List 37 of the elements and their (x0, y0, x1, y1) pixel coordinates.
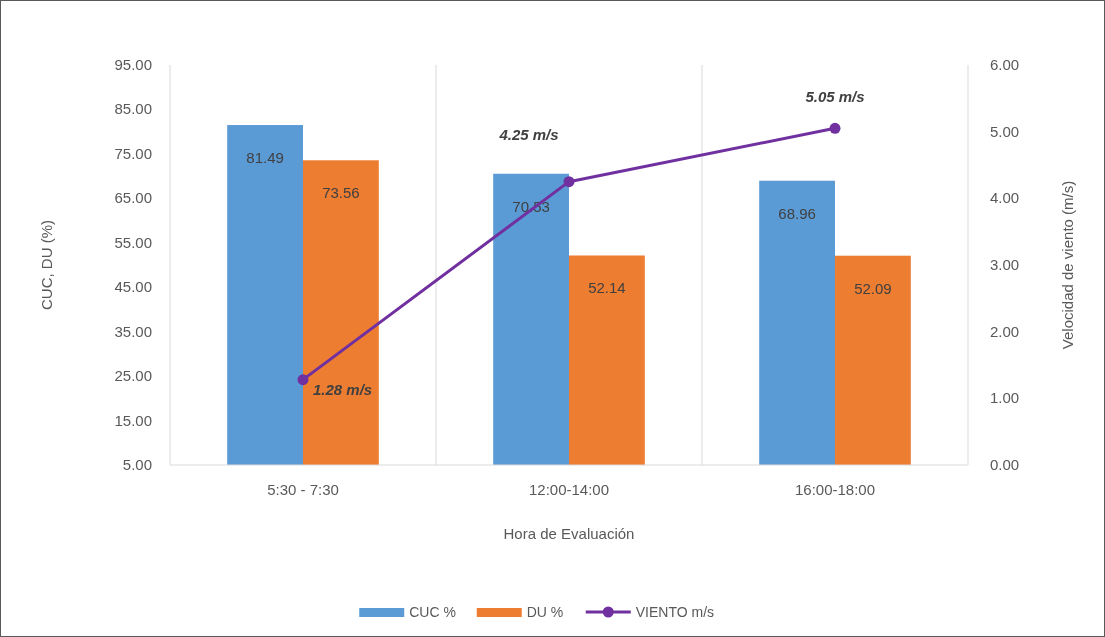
point (829, 122, 841, 134)
data-label: 4.25 m/s (498, 125, 559, 143)
data-label: 1.28 m/s (313, 380, 373, 398)
y-tick-label: 55.00 (114, 233, 152, 251)
data-label: 52.14 (588, 279, 626, 297)
point (563, 176, 575, 188)
x-tick-label: 16:00-18:00 (794, 481, 876, 498)
y2-tick-label: 4.00 (990, 189, 1020, 207)
y-tick-label: 65.00 (114, 189, 152, 207)
x-axis-title: Hora de Evaluación (503, 525, 635, 542)
legend-label: DU % (526, 604, 564, 620)
y-tick-label: 85.00 (114, 100, 152, 118)
y-tick-label: 95.00 (114, 56, 152, 73)
data-label: 73.56 (322, 184, 360, 202)
data-label: 68.96 (778, 204, 816, 222)
y-tick-label: 45.00 (114, 278, 152, 296)
y2-axis-title: Velocidad de viento (m/s) (1059, 180, 1076, 350)
y2-tick-label: 2.00 (990, 322, 1020, 340)
y-tick-label: 75.00 (114, 144, 152, 162)
x-tick-label: 12:00-14:00 (528, 481, 610, 498)
point (297, 374, 309, 386)
legend-label: VIENTO m/s (635, 604, 715, 620)
y-tick-label: 15.00 (114, 411, 152, 429)
legend-label: CUC % (409, 604, 456, 620)
y2-tick-label: 3.00 (990, 256, 1020, 273)
y2-tick-label: 1.00 (990, 389, 1020, 407)
y2-tick-label: 5.00 (990, 122, 1020, 140)
y-tick-label: 5.00 (122, 456, 152, 473)
y-axis-title: CUC, DU (%) (38, 220, 55, 310)
y2-tick-label: 6.00 (990, 56, 1020, 73)
data-label: 81.49 (246, 149, 284, 167)
y-tick-label: 35.00 (114, 322, 152, 340)
x-tick-label: 5:30 - 7:30 (267, 481, 339, 498)
data-label: 5.05 m/s (805, 88, 865, 106)
y-tick-label: 25.00 (114, 367, 152, 385)
y2-tick-label: 0.00 (990, 456, 1020, 473)
data-label: 52.09 (854, 279, 892, 297)
